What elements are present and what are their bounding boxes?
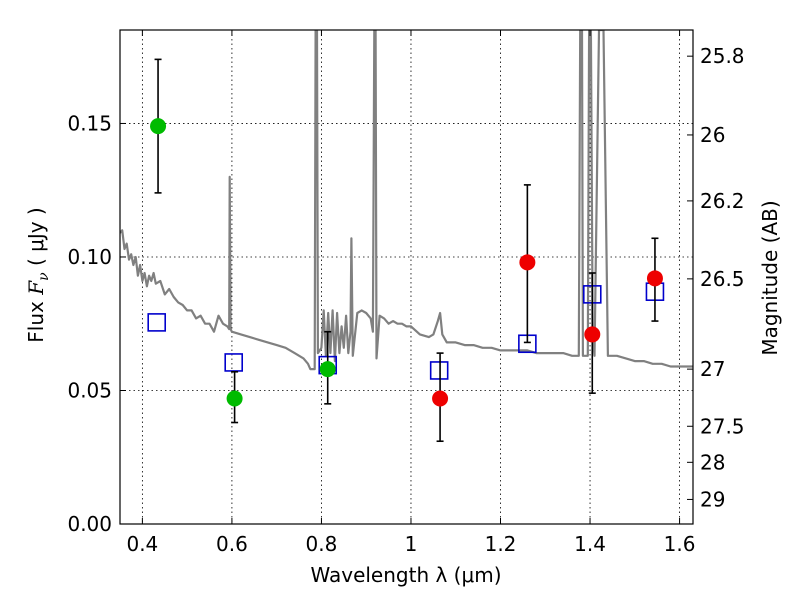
y-tick-label: 0.15 bbox=[67, 111, 112, 135]
model-box-marker bbox=[147, 313, 167, 332]
red-data-point bbox=[584, 326, 601, 343]
right-tick-label: 29 bbox=[700, 487, 725, 511]
plot-area bbox=[120, 30, 693, 443]
x-tick-label: 0.4 bbox=[126, 532, 158, 556]
right-tick-label: 27 bbox=[700, 357, 725, 381]
green-data-point bbox=[319, 361, 336, 378]
right-tick-label: 25.8 bbox=[700, 44, 745, 68]
green-data-point bbox=[150, 118, 167, 135]
red-data-point bbox=[432, 390, 449, 407]
right-axis-label: Magnitude (AB) bbox=[758, 200, 782, 355]
y-tick-label: 0.05 bbox=[67, 378, 112, 402]
x-tick-label: 1.4 bbox=[574, 532, 606, 556]
model-box-marker bbox=[224, 353, 244, 372]
model-spectrum bbox=[120, 30, 693, 371]
y-tick-label: 0.00 bbox=[67, 512, 112, 536]
right-tick-label: 26 bbox=[700, 123, 725, 147]
axis-ticks bbox=[120, 30, 693, 525]
right-tick-label: 27.5 bbox=[700, 414, 745, 438]
x-tick-label: 1.6 bbox=[664, 532, 696, 556]
y-tick-label: 0.10 bbox=[67, 245, 112, 269]
plot-frame bbox=[119, 29, 694, 525]
right-tick-label: 28 bbox=[700, 450, 725, 474]
x-tick-label: 0.8 bbox=[306, 532, 338, 556]
model-box-marker bbox=[429, 361, 449, 380]
tick-labels: 0.4 0.6 0.8 1 1.2 1.4 1.6 0.00 0.05 0.10 0.15 25.8 2… bbox=[67, 44, 744, 556]
x-tick-label: 1.2 bbox=[485, 532, 517, 556]
red-data-point bbox=[519, 254, 536, 271]
red-data-point bbox=[646, 270, 663, 287]
green-data-point bbox=[226, 390, 243, 407]
x-axis-label: Wavelength λ (μm) bbox=[310, 563, 501, 587]
y-axis-label: Flux Fν ( μJy ) bbox=[24, 207, 52, 342]
right-tick-label: 26.2 bbox=[700, 189, 745, 213]
right-tick-label: 26.5 bbox=[700, 267, 745, 291]
x-tick-label: 0.6 bbox=[216, 532, 248, 556]
x-tick-label: 1 bbox=[405, 532, 418, 556]
